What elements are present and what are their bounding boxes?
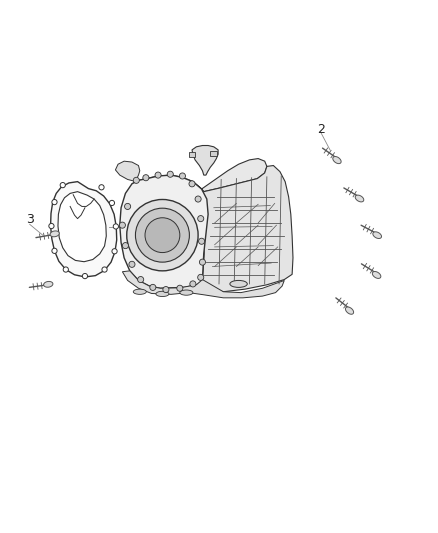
Polygon shape xyxy=(122,271,284,298)
Circle shape xyxy=(122,243,128,249)
Ellipse shape xyxy=(230,280,247,287)
Circle shape xyxy=(63,267,68,272)
Circle shape xyxy=(82,273,88,279)
Circle shape xyxy=(189,181,195,187)
Ellipse shape xyxy=(133,289,146,294)
Circle shape xyxy=(180,173,185,179)
Circle shape xyxy=(60,182,65,188)
Polygon shape xyxy=(58,192,106,262)
Circle shape xyxy=(129,261,135,268)
Polygon shape xyxy=(132,158,267,192)
Circle shape xyxy=(52,199,57,205)
Polygon shape xyxy=(373,232,381,238)
Circle shape xyxy=(102,267,107,272)
Circle shape xyxy=(150,284,156,290)
Polygon shape xyxy=(50,231,59,237)
Circle shape xyxy=(49,223,54,229)
Text: 1: 1 xyxy=(161,219,169,232)
Polygon shape xyxy=(44,281,53,287)
Polygon shape xyxy=(346,307,353,314)
Text: 2: 2 xyxy=(318,123,325,136)
Circle shape xyxy=(190,281,196,287)
Circle shape xyxy=(199,259,205,265)
Circle shape xyxy=(110,200,115,206)
Text: 3: 3 xyxy=(26,213,34,226)
Circle shape xyxy=(127,199,198,271)
Ellipse shape xyxy=(156,292,169,296)
Circle shape xyxy=(138,277,144,282)
Circle shape xyxy=(124,204,131,209)
Circle shape xyxy=(145,218,180,253)
Polygon shape xyxy=(333,157,341,164)
Polygon shape xyxy=(192,146,218,175)
Circle shape xyxy=(52,248,57,254)
Polygon shape xyxy=(116,161,140,182)
Circle shape xyxy=(155,172,161,178)
Polygon shape xyxy=(50,182,117,277)
Circle shape xyxy=(143,175,149,181)
Circle shape xyxy=(167,171,173,177)
Circle shape xyxy=(119,222,125,228)
Circle shape xyxy=(198,238,205,244)
Circle shape xyxy=(195,196,201,202)
Circle shape xyxy=(112,249,117,254)
Circle shape xyxy=(198,274,204,280)
Circle shape xyxy=(113,224,118,229)
Bar xyxy=(188,151,195,157)
Ellipse shape xyxy=(180,290,193,295)
Circle shape xyxy=(133,177,139,183)
Circle shape xyxy=(99,184,104,190)
Circle shape xyxy=(177,285,183,292)
Polygon shape xyxy=(355,195,364,202)
Circle shape xyxy=(198,215,204,222)
Polygon shape xyxy=(197,166,293,292)
Circle shape xyxy=(135,208,189,262)
Polygon shape xyxy=(372,271,381,278)
Bar xyxy=(210,151,217,156)
Polygon shape xyxy=(120,175,208,288)
Circle shape xyxy=(163,287,169,293)
